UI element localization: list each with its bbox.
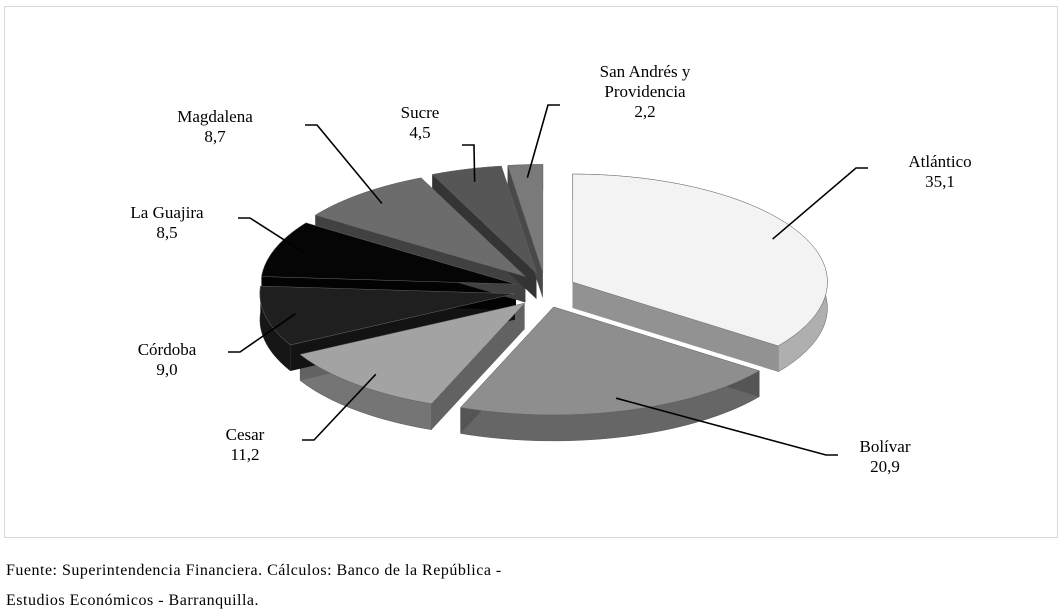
slice [460, 306, 760, 416]
label-value: 8,5 [156, 223, 178, 242]
source-line: Fuente: Superintendencia Financiera. Cál… [6, 562, 502, 579]
slice [507, 164, 544, 273]
leader-line [615, 397, 838, 456]
leader-line [238, 217, 305, 254]
label-name: Magdalena [177, 107, 253, 126]
slice [572, 173, 828, 347]
label-value: 20,9 [870, 457, 900, 476]
label-value: 8,7 [204, 127, 226, 146]
leader-line [772, 167, 868, 240]
label-value: 9,0 [156, 360, 178, 379]
leader-line [305, 124, 383, 204]
label-name: San Andrés y Providencia [599, 62, 691, 101]
label-value: 35,1 [925, 172, 955, 191]
label-name: Cesar [225, 425, 265, 444]
label-value: 11,2 [230, 445, 260, 464]
slice-label: Cesar 11,2 [180, 425, 310, 465]
source-line: Estudios Económicos - Barranquilla. [6, 592, 260, 609]
slice-label: Sucre 4,5 [355, 103, 485, 143]
slice-label: Magdalena 8,7 [150, 107, 280, 147]
label-value: 2,2 [634, 102, 656, 121]
slice-wall [572, 282, 779, 372]
leader-line [228, 313, 296, 353]
label-name: Córdoba [137, 340, 197, 359]
slice-label: Atlántico 35,1 [875, 152, 1005, 192]
slice-label: La Guajira 8,5 [102, 203, 232, 243]
label-name: Sucre [400, 103, 440, 122]
slice-label: Córdoba 9,0 [102, 340, 232, 380]
chart-frame [4, 6, 1058, 538]
leader-line [302, 373, 377, 441]
leader-line [462, 144, 476, 182]
label-value: 4,5 [409, 123, 431, 142]
label-name: La Guajira [130, 203, 204, 222]
slice [431, 165, 537, 274]
leader-line [526, 104, 560, 178]
slice-label: San Andrés y Providencia 2,2 [560, 62, 730, 122]
slice-label: Bolívar 20,9 [820, 437, 950, 477]
slice [299, 302, 526, 404]
label-name: Atlántico [908, 152, 972, 171]
slice [261, 222, 517, 285]
slice-wall [431, 303, 525, 430]
label-name: Bolívar [859, 437, 911, 456]
slice [259, 285, 515, 346]
slice [314, 177, 526, 277]
